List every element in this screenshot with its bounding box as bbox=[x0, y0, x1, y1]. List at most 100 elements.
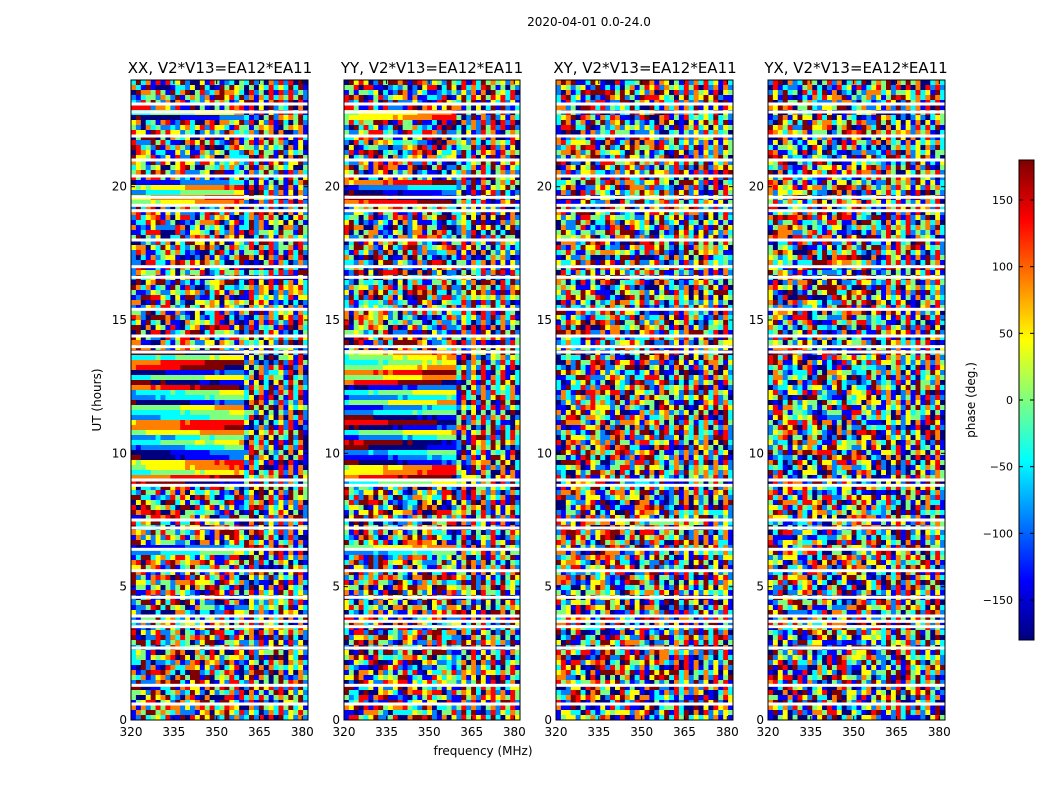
phase-cell-xx bbox=[303, 570, 309, 576]
phase-cell-xx bbox=[268, 640, 274, 646]
phase-cell-xx bbox=[170, 145, 176, 151]
phase-cell-yy bbox=[397, 80, 404, 86]
phase-cell-xx bbox=[244, 495, 250, 501]
phase-cell-xx bbox=[273, 225, 279, 231]
phase-cell-yy bbox=[436, 120, 443, 126]
phase-cell-xx bbox=[150, 440, 156, 446]
phase-cell-xx bbox=[150, 575, 156, 581]
phase-cell-xx bbox=[239, 285, 245, 291]
phase-cell-xx bbox=[214, 225, 220, 231]
phase-cell-xx bbox=[209, 455, 215, 461]
phase-cell-xx bbox=[165, 690, 171, 696]
phase-cell-xx bbox=[298, 430, 304, 436]
phase-cell-xx bbox=[288, 335, 294, 341]
phase-cell-xx bbox=[150, 615, 156, 621]
phase-cell-xx bbox=[288, 180, 294, 186]
phase-cell-xx bbox=[145, 695, 152, 701]
phase-cell-xx bbox=[204, 225, 211, 231]
phase-cell-xx bbox=[170, 455, 176, 461]
phase-cell-xx bbox=[298, 220, 304, 226]
phase-cell-xx bbox=[298, 505, 304, 511]
phase-cell-xx bbox=[165, 290, 171, 296]
phase-cell-xx bbox=[145, 355, 152, 361]
phase-cell-xx bbox=[253, 115, 260, 121]
phase-cell-xx bbox=[185, 695, 191, 701]
phase-cell-xx bbox=[258, 115, 265, 121]
phase-cell-yy bbox=[422, 105, 428, 111]
phase-cell-xx bbox=[219, 435, 225, 441]
phase-cell-xx bbox=[209, 415, 215, 421]
phase-cell-xx bbox=[214, 255, 220, 261]
phase-cell-xx bbox=[229, 510, 235, 516]
phase-cell-xx bbox=[219, 420, 225, 426]
phase-cell-xx bbox=[160, 305, 166, 311]
phase-cell-yy bbox=[480, 115, 487, 121]
phase-cell-xx bbox=[258, 410, 265, 416]
phase-cell-xx bbox=[155, 310, 161, 316]
phase-cell-xx bbox=[283, 520, 289, 526]
phase-cell-xx bbox=[258, 435, 265, 441]
phase-cell-yy bbox=[432, 80, 438, 86]
phase-cell-xx bbox=[244, 215, 250, 221]
phase-cell-yy bbox=[500, 85, 506, 91]
phase-cell-xx bbox=[244, 305, 250, 311]
phase-cell-xx bbox=[229, 560, 235, 566]
phase-cell-xx bbox=[224, 430, 230, 436]
phase-cell-xx bbox=[298, 305, 304, 311]
phase-cell-xx bbox=[278, 590, 284, 596]
phase-cell-xx bbox=[229, 255, 235, 261]
phase-cell-xx bbox=[219, 290, 225, 296]
phase-cell-xx bbox=[229, 225, 235, 231]
phase-cell-xx bbox=[239, 575, 245, 581]
phase-cell-xx bbox=[194, 335, 201, 341]
phase-cell-xx bbox=[278, 135, 284, 141]
phase-cell-xx bbox=[263, 400, 270, 406]
phase-cell-xx bbox=[224, 390, 230, 396]
phase-cell-xx bbox=[258, 185, 265, 191]
phase-cell-xx bbox=[234, 605, 240, 611]
phase-cell-xx bbox=[185, 495, 191, 501]
phase-cell-xx bbox=[234, 515, 240, 521]
phase-cell-xx bbox=[155, 635, 161, 641]
phase-cell-xx bbox=[185, 405, 191, 411]
phase-cell-xx bbox=[303, 185, 309, 191]
phase-cell-xx bbox=[199, 335, 206, 341]
phase-cell-xx bbox=[180, 580, 186, 586]
phase-cell-xx bbox=[199, 710, 206, 716]
phase-cell-xx bbox=[244, 360, 250, 366]
phase-cell-yy bbox=[500, 80, 506, 86]
phase-cell-xx bbox=[268, 295, 274, 301]
phase-cell-xx bbox=[263, 660, 270, 666]
phase-cell-xx bbox=[214, 390, 220, 396]
phase-cell-xx bbox=[303, 675, 309, 681]
phase-cell-xx bbox=[283, 270, 289, 276]
phase-cell-xx bbox=[185, 715, 191, 721]
phase-cell-xx bbox=[170, 155, 176, 161]
phase-cell-xx bbox=[253, 600, 260, 606]
phase-cell-xx bbox=[209, 505, 215, 511]
phase-cell-xx bbox=[298, 655, 304, 661]
phase-cell-xx bbox=[190, 370, 196, 376]
phase-cell-xx bbox=[194, 490, 201, 496]
phase-cell-yy bbox=[397, 95, 404, 101]
phase-cell-xx bbox=[180, 295, 186, 301]
phase-cell-xx bbox=[234, 225, 240, 231]
phase-cell-xx bbox=[244, 155, 250, 161]
phase-cell-xx bbox=[263, 370, 270, 376]
phase-cell-xx bbox=[283, 215, 289, 221]
phase-cell-xx bbox=[214, 130, 220, 136]
phase-cell-xx bbox=[214, 555, 220, 561]
phase-cell-xx bbox=[209, 130, 215, 136]
phase-cell-xx bbox=[150, 505, 156, 511]
phase-cell-xx bbox=[263, 510, 270, 516]
phase-cell-xx bbox=[249, 450, 255, 456]
phase-cell-xx bbox=[283, 405, 289, 411]
phase-cell-xx bbox=[258, 305, 265, 311]
phase-cell-xx bbox=[194, 230, 201, 236]
phase-cell-xx bbox=[135, 370, 142, 376]
phase-cell-xx bbox=[199, 445, 206, 451]
phase-cell-xx bbox=[268, 665, 274, 671]
phase-cell-xx bbox=[135, 190, 142, 196]
phase-cell-xx bbox=[239, 435, 245, 441]
phase-cell-xx bbox=[145, 515, 152, 521]
